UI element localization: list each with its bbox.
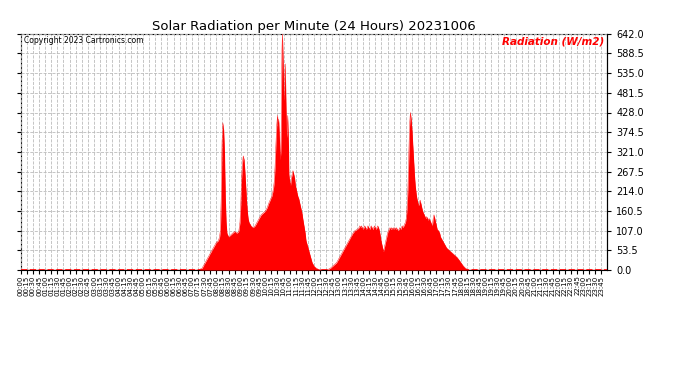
Text: Radiation (W/m2): Radiation (W/m2) [502, 36, 604, 46]
Title: Solar Radiation per Minute (24 Hours) 20231006: Solar Radiation per Minute (24 Hours) 20… [152, 20, 476, 33]
Text: Copyright 2023 Cartronics.com: Copyright 2023 Cartronics.com [23, 36, 143, 45]
